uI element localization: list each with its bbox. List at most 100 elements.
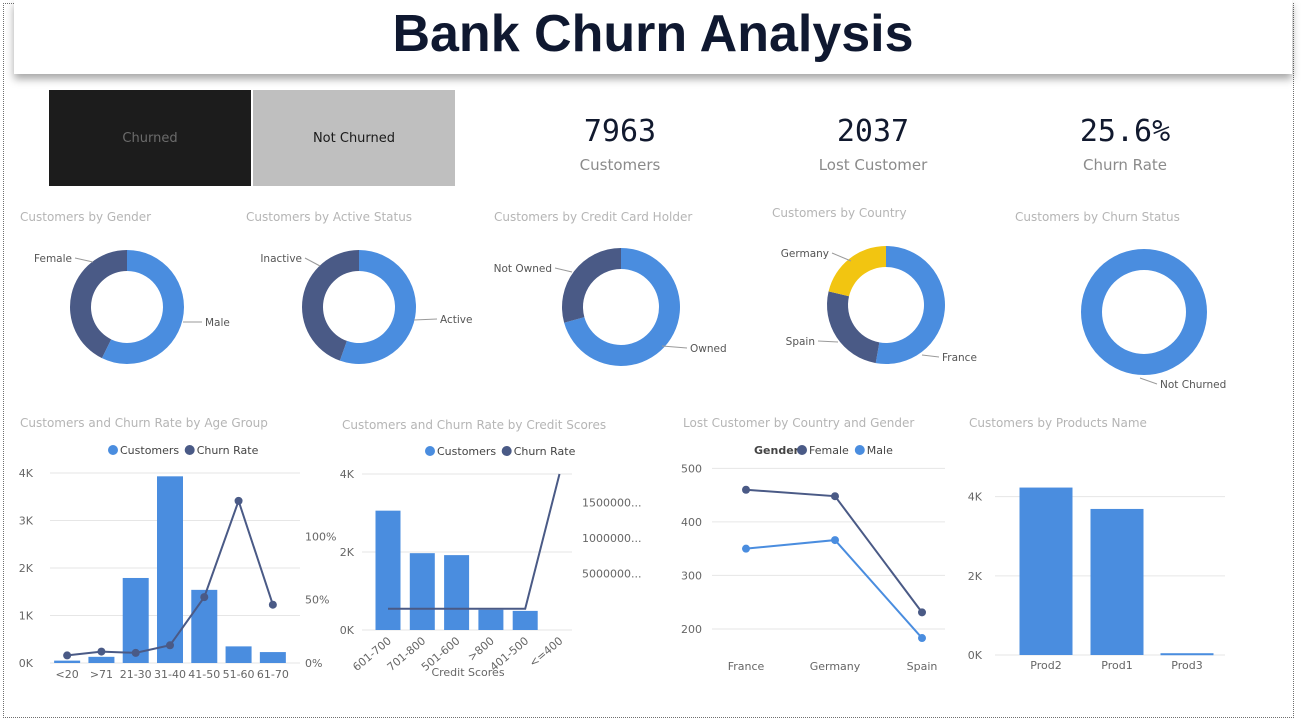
products-x-tick: Prod3 — [1171, 659, 1202, 672]
age-churn-rate-point->71 — [97, 647, 106, 656]
lost-line-female — [745, 488, 923, 613]
credit-y-tick: 2K — [340, 546, 355, 559]
kpi-churn-rate-label: Churn Rate — [1082, 156, 1168, 174]
products-x-tick: Prod1 — [1101, 659, 1132, 672]
donut-slice-active-inactive — [301, 250, 359, 361]
donut-leader-card-owned — [661, 345, 688, 349]
dashboard-title: Bank Churn Analysis — [392, 5, 914, 63]
donut-label-churn-not-churned: Not Churned — [1160, 379, 1226, 391]
donut-label-country-spain: Spain — [786, 336, 815, 348]
donut-leader-country-germany — [831, 252, 852, 262]
products-bar-prod3 — [1160, 653, 1214, 656]
credit-y2-tick: 1000000... — [582, 532, 641, 545]
donut-slice-country-spain — [827, 291, 880, 364]
lost-point-male-germany — [831, 536, 839, 545]
age-legend-label-churn-rate: Churn Rate — [197, 444, 259, 457]
age-x-tick: 51-60 — [223, 668, 255, 681]
products-bar-prod1 — [1090, 508, 1144, 655]
age-y2-tick: 50% — [305, 594, 329, 607]
age-bar-51-60 — [225, 646, 252, 663]
donut-slice-card-not-owned — [562, 247, 621, 323]
lost-point-female-spain — [918, 608, 926, 617]
credit-legend-label-customers: Customers — [437, 445, 496, 458]
donut-slice-gender-male — [101, 250, 184, 364]
lost-x-tick: Germany — [810, 660, 861, 673]
donut-label-country-germany: Germany — [781, 248, 829, 260]
credit-legend-marker-customers — [425, 446, 435, 456]
title-banner: Bank Churn Analysis — [14, 0, 1292, 74]
credit-bar->800 — [478, 609, 504, 630]
credit-churn-rate-line — [388, 473, 561, 610]
donut-label-active-inactive: Inactive — [260, 253, 302, 265]
age-bar->71 — [88, 656, 115, 663]
credit-y2-tick: 5000000... — [582, 567, 641, 580]
donut-label-gender-male: Male — [205, 317, 230, 329]
lost-x-tick: France — [728, 660, 765, 673]
age-churn-rate-point-41-50 — [200, 593, 209, 602]
age-y-tick: 0K — [19, 657, 34, 670]
age-y-tick: 3K — [19, 515, 34, 528]
kpi-customers-label: Customers — [579, 156, 661, 174]
kpi-churn-rate-value: 25.6% — [1079, 114, 1171, 149]
lost-y-tick: 200 — [681, 623, 702, 636]
donut-label-card-owned: Owned — [690, 343, 727, 355]
credit-x-tick: <=400 — [527, 634, 566, 669]
lost-point-male-france — [742, 544, 750, 553]
chart-title-products: Customers by Products Name — [969, 416, 1147, 430]
credit-bar-701-800 — [409, 553, 435, 630]
kpi-lost-customer-value: 2037 — [836, 114, 910, 149]
donut-slice-churn-not-churned — [1081, 249, 1207, 375]
chart-title-country: Customers by Country — [772, 206, 907, 220]
donut-slice-gender-female — [69, 250, 127, 359]
credit-bar-501-600 — [444, 555, 470, 630]
lost-legend-marker-female — [797, 445, 807, 455]
kpi-lost-customer-card: 2037 Lost Customer — [763, 112, 983, 174]
age-bar-41-50 — [191, 589, 218, 663]
donut-leader-country-france — [921, 354, 940, 358]
age-x-tick: 31-40 — [154, 668, 186, 681]
age-x-tick: 21-30 — [120, 668, 152, 681]
chart-title-active-status: Customers by Active Status — [246, 210, 413, 224]
kpi-customers-card: 7963 Customers — [510, 112, 730, 174]
kpi-churn-rate-card: 25.6% Churn Rate — [1015, 112, 1235, 174]
lost-y-tick: 400 — [681, 516, 702, 529]
age-y-tick: 4K — [19, 467, 34, 480]
products-x-tick: Prod2 — [1030, 659, 1061, 672]
age-churn-rate-point-61-70 — [268, 600, 277, 609]
age-churn-rate-point-<20 — [63, 651, 72, 660]
donut-slice-card-owned — [564, 248, 680, 366]
lost-point-female-france — [742, 485, 750, 494]
donut-label-gender-female: Female — [34, 253, 72, 265]
donut-label-active-active: Active — [440, 314, 472, 326]
credit-bar-601-700 — [375, 510, 401, 630]
donut-leader-gender-female — [74, 257, 94, 263]
age-legend-marker-churn-rate — [184, 445, 195, 455]
credit-y2-tick: 1500000... — [582, 496, 641, 509]
age-x-tick: >71 — [90, 668, 113, 681]
credit-y-tick: 4K — [340, 468, 355, 481]
slicer-churned-button[interactable]: Churned — [49, 90, 251, 186]
age-x-tick: 41-50 — [188, 668, 220, 681]
slicer-not-churned-button[interactable]: Not Churned — [253, 90, 455, 186]
lost-y-tick: 500 — [681, 462, 702, 475]
donut-leader-country-spain — [817, 340, 839, 343]
age-churn-rate-point-51-60 — [234, 496, 243, 505]
lost-point-female-germany — [831, 492, 839, 501]
donut-label-card-not-owned: Not Owned — [494, 263, 552, 275]
chart-title-churn-status: Customers by Churn Status — [1015, 210, 1180, 224]
products-y-tick: 2K — [968, 570, 983, 583]
donut-slice-country-germany — [828, 246, 886, 297]
age-y-tick: 1K — [19, 610, 34, 623]
products-y-tick: 0K — [968, 649, 983, 662]
donut-slice-country-france — [875, 246, 945, 364]
donut-slice-active-active — [339, 250, 416, 364]
age-bar-31-40 — [157, 476, 183, 663]
age-bar-<20 — [54, 660, 81, 663]
age-legend-marker-customers — [108, 445, 118, 455]
lost-y-tick: 300 — [681, 569, 702, 582]
chart-title-credit-scores: Customers and Churn Rate by Credit Score… — [342, 418, 607, 432]
donut-leader-card-not-owned — [554, 267, 573, 273]
credit-legend-label-churn-rate: Churn Rate — [514, 445, 576, 458]
lost-legend-marker-male — [854, 445, 865, 455]
age-y2-tick: 100% — [305, 530, 336, 543]
